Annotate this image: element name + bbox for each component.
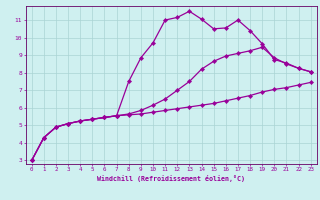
X-axis label: Windchill (Refroidissement éolien,°C): Windchill (Refroidissement éolien,°C) — [97, 175, 245, 182]
